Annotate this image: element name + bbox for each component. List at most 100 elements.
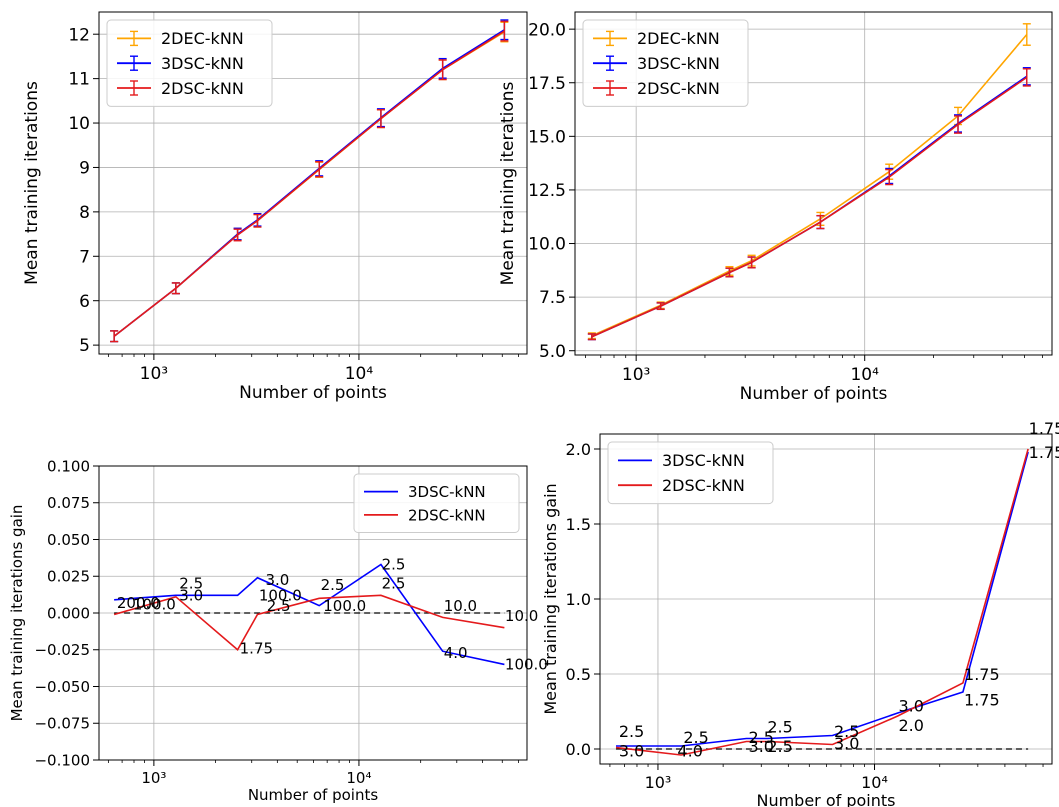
legend-item: 3DSC-kNN xyxy=(117,54,244,73)
x-tick-label: 10³ xyxy=(141,769,166,787)
x-tick-label: 10³ xyxy=(645,773,672,792)
error-bar xyxy=(656,302,665,311)
data-annotation: 100.0 xyxy=(505,656,548,674)
legend-label: 2DSC-kNN xyxy=(161,79,244,98)
y-tick-label: 7.5 xyxy=(539,288,566,308)
legend-box xyxy=(607,441,774,505)
legend-item: 2DSC-kNN xyxy=(593,79,720,98)
legend-label: 2DSC-kNN xyxy=(408,506,486,524)
y-tick-label: 5.0 xyxy=(539,342,566,362)
data-annotation: 3.0 xyxy=(749,737,774,756)
y-axis-label: Mean training iterations gain xyxy=(541,483,560,714)
series-line-3DSC-kNN xyxy=(114,563,505,666)
error-bar xyxy=(253,213,262,228)
y-tick-label: 2.0 xyxy=(566,440,591,459)
x-tick-label: 10⁴ xyxy=(850,365,879,385)
data-annotation: 2.5 xyxy=(834,722,859,741)
error-bar xyxy=(233,228,242,242)
error-bar xyxy=(376,109,385,129)
series-line-3DSC-kNN xyxy=(615,451,1029,747)
y-tick-label: 6 xyxy=(79,292,90,312)
y-tick-label: 10 xyxy=(68,114,90,134)
y-tick-label: 8 xyxy=(79,203,90,223)
y-tick-label: 5 xyxy=(79,336,90,356)
error-bar xyxy=(315,160,324,178)
series-line-2DSC-kNN xyxy=(113,594,505,651)
chart-panel-3: 10³ 10⁴ −0.100 −0.075 −0.050 −0.025 0.000 0.025… xyxy=(8,457,548,804)
data-annotation: 100.0 xyxy=(259,587,302,605)
legend-item: 2DEC-kNN xyxy=(117,29,244,48)
y-tick-label: 0.075 xyxy=(47,494,90,512)
y-tick-label: 15.0 xyxy=(528,127,566,147)
y-axis-label: Mean training iterations gain xyxy=(8,505,26,722)
error-bar xyxy=(747,256,756,269)
error-bar xyxy=(1022,68,1031,87)
legend: 2DEC-kNN 3DSC-kNN 2DSC-kNN xyxy=(106,19,273,107)
plot-area xyxy=(587,23,1031,341)
legend-item: 2DSC-kNN xyxy=(618,476,745,495)
y-tick-label: 0.025 xyxy=(47,568,90,586)
x-tick-label: 10³ xyxy=(622,365,650,385)
x-tick-label: 10⁴ xyxy=(861,773,888,792)
legend-label: 2DSC-kNN xyxy=(637,79,720,98)
y-tick-label: 0.5 xyxy=(566,665,591,684)
chart-panel-1: 10³ 10⁴ 5 6 7 8 9 10 11 12 Number of points Mean tr… xyxy=(22,11,528,403)
y-tick-label: 9 xyxy=(79,159,90,179)
y-axis-label: Mean training iterations xyxy=(22,81,42,285)
legend: 3DSC-kNN 2DSC-kNN xyxy=(353,473,520,533)
error-bar xyxy=(438,59,447,81)
data-annotation: 2.5 xyxy=(619,722,644,741)
plot-area xyxy=(113,563,505,666)
data-annotation: 1.75 xyxy=(964,665,1000,684)
data-annotation: 1.75 xyxy=(240,639,273,657)
y-tick-label: −0.075 xyxy=(34,715,90,733)
data-annotation: 3.0 xyxy=(898,697,923,716)
y-tick-label: 11 xyxy=(68,70,90,90)
legend-label: 3DSC-kNN xyxy=(662,451,745,470)
legend-item: 3DSC-kNN xyxy=(618,451,745,470)
y-tick-label: 20.0 xyxy=(528,20,566,40)
x-tick-label: 10⁴ xyxy=(345,364,374,384)
error-bar xyxy=(110,330,119,343)
data-annotation: 1.75 xyxy=(1029,443,1059,462)
data-annotation: 2.5 xyxy=(267,597,291,615)
data-annotation: 2.5 xyxy=(382,556,406,574)
data-annotation: 2.5 xyxy=(767,718,792,737)
y-tick-label: 17.5 xyxy=(528,74,566,94)
legend-label: 3DSC-kNN xyxy=(161,54,244,73)
data-annotation: 2.5 xyxy=(767,737,792,756)
x-tick-label: 10³ xyxy=(140,364,168,384)
plot-area xyxy=(615,448,1029,756)
y-axis-label: Mean training iterations xyxy=(498,82,518,286)
error-bar xyxy=(816,214,825,230)
y-tick-label: 12.5 xyxy=(528,181,566,201)
axes-frame xyxy=(98,11,528,355)
series-line-2DSC-kNN xyxy=(615,448,1029,756)
data-annotation: 3.0 xyxy=(179,587,203,605)
data-annotation: 2.5 xyxy=(179,575,203,593)
chart-panel-4: 10³ 10⁴ 0.0 0.5 1.0 1.5 2.0 Number of points Mea… xyxy=(541,419,1059,807)
series-line-2DSC-kNN xyxy=(591,76,1028,338)
error-bar xyxy=(171,282,180,295)
y-tick-label: 0.0 xyxy=(566,740,591,759)
x-tick-label: 10⁴ xyxy=(346,769,371,787)
data-annotation: 100.0 xyxy=(133,595,176,613)
y-tick-label: 0.050 xyxy=(47,531,90,549)
legend-box xyxy=(582,19,749,107)
series-line-2DEC-kNN xyxy=(591,33,1028,337)
data-annotation: 2.0 xyxy=(898,716,923,735)
error-bar xyxy=(500,20,509,42)
legend-label: 3DSC-kNN xyxy=(408,483,486,501)
data-annotation: 1.75 xyxy=(1029,419,1059,438)
data-annotation: 2.5 xyxy=(683,728,708,747)
axes-frame xyxy=(599,433,1053,765)
error-bar xyxy=(587,333,596,341)
y-tick-label: −0.050 xyxy=(34,678,90,696)
legend-label: 2DSC-kNN xyxy=(662,476,745,495)
y-tick-label: −0.025 xyxy=(34,641,90,659)
error-bar xyxy=(725,267,734,278)
data-annotation: 2.5 xyxy=(321,576,345,594)
y-tick-label: 10.0 xyxy=(528,235,566,255)
error-bar xyxy=(1022,23,1031,46)
data-annotation: 2.5 xyxy=(749,728,774,747)
